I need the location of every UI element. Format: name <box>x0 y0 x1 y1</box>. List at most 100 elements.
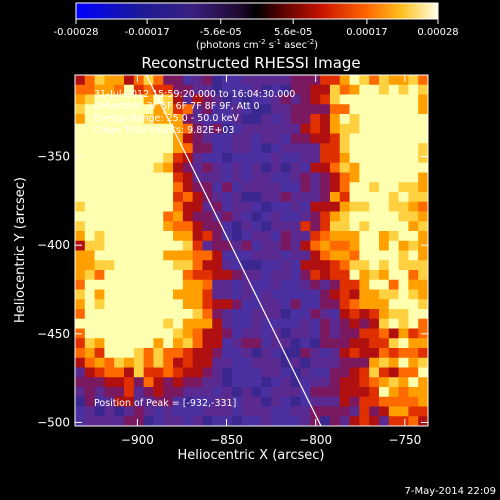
heatmap-cell <box>84 162 96 173</box>
heatmap-cell <box>222 387 233 398</box>
heatmap-cell <box>94 416 105 426</box>
heatmap-cell <box>104 153 115 164</box>
heatmap-cell <box>261 396 272 407</box>
heatmap-cell <box>388 416 399 426</box>
heatmap-cell <box>251 289 262 300</box>
heatmap-cell <box>300 279 311 290</box>
heatmap-cell <box>300 338 311 349</box>
heatmap-cell <box>280 211 292 222</box>
heatmap-cell <box>280 289 292 300</box>
colorbar-units: (photons cm-2 s-1 asec-2) <box>196 38 318 51</box>
heatmap-cell <box>222 357 233 368</box>
heatmap-cell <box>398 387 409 398</box>
heatmap-cell <box>251 338 262 349</box>
heatmap-cell <box>163 201 174 212</box>
heatmap-cell <box>241 396 252 407</box>
heatmap-cell <box>182 387 194 398</box>
heatmap-cell <box>388 143 399 154</box>
heatmap-cell <box>418 348 428 359</box>
heatmap-cell <box>143 123 154 134</box>
heatmap-cell <box>339 123 350 134</box>
heatmap-cell <box>173 250 184 261</box>
heatmap-cell <box>310 338 321 349</box>
heatmap-cell <box>290 406 301 417</box>
heatmap-cell <box>388 260 399 271</box>
heatmap-cell <box>320 289 331 300</box>
heatmap-cell <box>222 172 233 183</box>
heatmap-cell <box>398 299 409 310</box>
heatmap-cell <box>349 133 360 144</box>
heatmap-cell <box>349 240 360 251</box>
heatmap-cell <box>408 133 419 144</box>
heatmap-cell <box>418 162 428 173</box>
heatmap-cell <box>339 367 350 378</box>
heatmap-cell <box>104 114 115 125</box>
heatmap-cell <box>241 377 252 388</box>
heatmap-cell <box>280 133 292 144</box>
heatmap-cell <box>182 133 194 144</box>
heatmap-cell <box>241 231 252 242</box>
heatmap-cell <box>192 240 203 251</box>
heatmap-cell <box>84 318 96 329</box>
heatmap-cell <box>359 299 370 310</box>
heatmap-cell <box>388 396 399 407</box>
colorbar <box>75 2 439 20</box>
heatmap-cell <box>114 231 125 242</box>
heatmap-cell <box>359 416 370 426</box>
heatmap-cell <box>290 240 301 251</box>
heatmap-cell <box>339 309 350 320</box>
heatmap-cell <box>241 416 252 426</box>
heatmap-cell <box>192 328 203 339</box>
heatmap-cell <box>271 240 282 251</box>
heatmap-cell <box>163 94 174 105</box>
heatmap-cell <box>271 338 282 349</box>
heatmap-cell <box>182 84 194 95</box>
heatmap-cell <box>388 240 399 251</box>
heatmap-cell <box>418 231 428 242</box>
heatmap-cell <box>163 231 174 242</box>
heatmap-cell <box>339 201 350 212</box>
heatmap-cell <box>290 328 301 339</box>
heatmap-cell <box>124 201 135 212</box>
heatmap-cell <box>222 338 233 349</box>
heatmap-cell <box>163 387 174 398</box>
colorbar-tick-label: -0.00028 <box>54 27 99 38</box>
heatmap-cell <box>212 299 223 310</box>
heatmap-cell <box>320 153 331 164</box>
heatmap-cell <box>408 318 419 329</box>
heatmap-cell <box>251 416 262 426</box>
heatmap-cell <box>280 153 292 164</box>
heatmap-cell <box>84 94 96 105</box>
heatmap-cell <box>398 289 409 300</box>
heatmap-cell <box>124 270 135 281</box>
heatmap-cell <box>271 328 282 339</box>
heatmap-cell <box>290 348 301 359</box>
heatmap-cell <box>94 211 105 222</box>
heatmap-cell <box>261 201 272 212</box>
heatmap-cell <box>290 377 301 388</box>
heatmap-cell <box>192 162 203 173</box>
heatmap-cell <box>310 153 321 164</box>
heatmap-cell <box>241 338 252 349</box>
heatmap-cell <box>398 240 409 251</box>
heatmap-cell <box>398 104 409 115</box>
heatmap-cell <box>241 406 252 417</box>
heatmap-cell <box>192 367 203 378</box>
heatmap-cell <box>261 162 272 173</box>
heatmap-cell <box>320 309 331 320</box>
heatmap-cell <box>114 299 125 310</box>
heatmap-cell <box>418 357 428 368</box>
heatmap-cell <box>329 406 341 417</box>
heatmap-cell <box>369 123 380 134</box>
heatmap-cell <box>143 84 154 95</box>
heatmap-cell <box>408 231 419 242</box>
heatmap-cell <box>84 348 96 359</box>
heatmap-cell <box>418 396 428 407</box>
heatmap-cell <box>104 240 115 251</box>
heatmap-cell <box>94 367 105 378</box>
heatmap-cell <box>75 396 86 407</box>
heatmap-cell <box>398 348 409 359</box>
heatmap-cell <box>369 221 380 232</box>
heatmap-cell <box>359 260 370 271</box>
heatmap-cell <box>231 289 243 300</box>
